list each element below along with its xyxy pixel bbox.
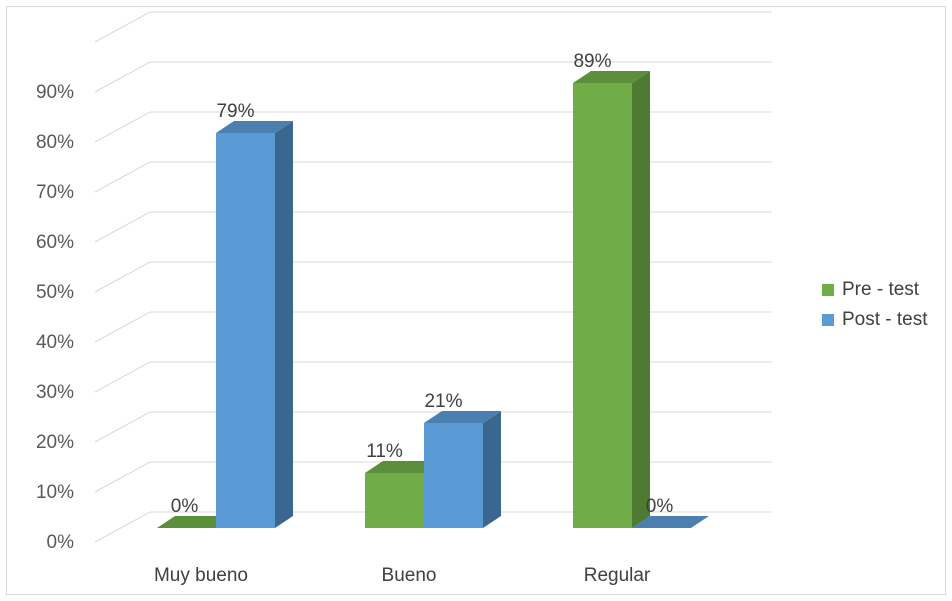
gridline — [94, 61, 772, 93]
legend-item-pre-test: Pre - test — [822, 275, 928, 305]
gridline — [94, 11, 772, 43]
gridline — [94, 311, 772, 343]
y-tick-label: 30% — [36, 382, 74, 403]
x-axis-categories: Muy bueno Bueno Regular — [154, 565, 651, 586]
data-label: 0% — [646, 496, 674, 517]
y-tick-label: 80% — [36, 132, 74, 153]
y-tick-label: 70% — [36, 182, 74, 203]
y-tick-label: 20% — [36, 432, 74, 453]
category-label: Muy bueno — [154, 565, 248, 586]
data-label: 0% — [171, 496, 199, 517]
data-labels: 0% 79% 11% 21% 89% 0% — [171, 51, 674, 517]
data-label: 21% — [424, 391, 462, 412]
gridlines — [94, 11, 772, 543]
y-tick-label: 0% — [47, 532, 75, 553]
bar-top — [632, 516, 709, 528]
bar-top — [424, 411, 501, 423]
gridline — [94, 511, 772, 543]
y-axis-ticks: 0% 10% 20% 30% 40% 50% 60% 70% 80% 90% — [36, 82, 74, 553]
bars — [157, 71, 709, 528]
y-tick-label: 60% — [36, 232, 74, 253]
bar-side — [632, 71, 650, 528]
category-label: Regular — [584, 565, 651, 586]
legend-label-post-test: Post - test — [842, 309, 928, 330]
legend-swatch-post-test — [822, 314, 834, 326]
gridline — [94, 261, 772, 293]
gridline — [94, 461, 772, 493]
gridline — [94, 211, 772, 243]
bar-side — [275, 121, 293, 528]
bar-top — [157, 516, 234, 528]
gridline — [94, 361, 772, 393]
bar-front — [573, 83, 632, 528]
bar-front — [424, 423, 483, 528]
legend-swatch-pre-test — [822, 284, 834, 296]
bar-front — [365, 473, 424, 528]
y-tick-label: 90% — [36, 82, 74, 103]
bar-top — [365, 461, 442, 473]
gridline — [94, 161, 772, 193]
gridline — [94, 111, 772, 143]
category-label: Bueno — [382, 565, 437, 586]
data-label: 79% — [216, 101, 254, 122]
bar-side — [483, 411, 501, 528]
bar-top — [573, 71, 650, 83]
y-tick-label: 50% — [36, 282, 74, 303]
gridline — [94, 411, 772, 443]
legend-label-pre-test: Pre - test — [842, 279, 920, 300]
bar-front — [216, 133, 275, 528]
legend: Pre - test Post - test — [822, 275, 928, 335]
legend-item-post-test: Post - test — [822, 305, 928, 335]
y-tick-label: 10% — [36, 482, 74, 503]
y-tick-label: 40% — [36, 332, 74, 353]
bar-top — [216, 121, 293, 133]
data-label: 11% — [366, 441, 403, 462]
data-label: 89% — [573, 51, 611, 72]
